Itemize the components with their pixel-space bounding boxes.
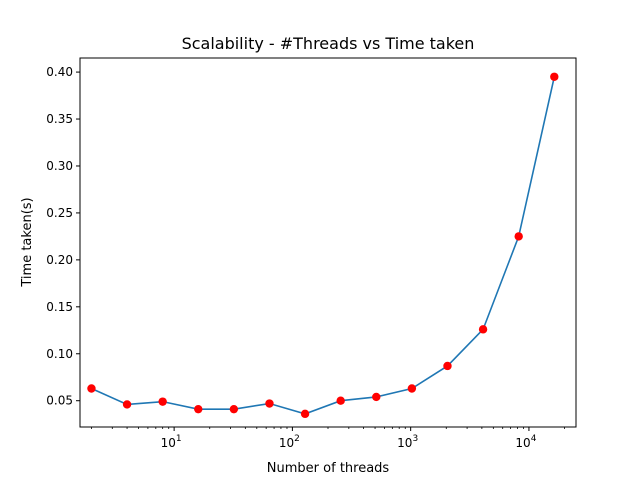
y-tick-label: 0.40 (46, 65, 73, 79)
y-tick-label: 0.30 (46, 159, 73, 173)
x-tick-label: 103 (397, 434, 418, 450)
data-point (122, 400, 132, 409)
data-point (550, 72, 559, 81)
x-tick-exponent: 3 (412, 434, 418, 444)
data-point (478, 325, 488, 334)
data-point (300, 409, 310, 419)
data-point (514, 232, 523, 241)
x-tick-exponent: 4 (531, 434, 537, 444)
y-tick-label: 0.35 (46, 112, 73, 126)
x-tick-exponent: 1 (176, 434, 182, 444)
y-axis-ticks: 0.05 0.10 0.15 0.20 0.25 0.30 0.35 0.40 (46, 65, 80, 408)
y-tick-label: 0.05 (46, 394, 73, 408)
series-line (91, 76, 556, 415)
x-tick-label: 101 (161, 434, 182, 450)
data-point (407, 384, 417, 393)
x-tick-base: 10 (515, 436, 530, 450)
x-tick-base: 10 (279, 436, 294, 450)
y-tick-label: 0.10 (46, 347, 73, 361)
data-point (87, 384, 96, 393)
y-tick-label: 0.20 (46, 253, 73, 267)
x-tick-label: 104 (515, 434, 536, 450)
x-axis-ticks: 101 102 103 104 (91, 427, 565, 450)
x-tick-label: 102 (279, 434, 300, 450)
plot-area (87, 72, 559, 419)
data-point (443, 361, 452, 371)
data-point (265, 399, 274, 408)
x-tick-base: 10 (161, 436, 176, 450)
data-point (372, 392, 381, 402)
x-axis-label: Number of threads (267, 461, 390, 476)
x-tick-base: 10 (397, 436, 412, 450)
y-tick-label: 0.25 (46, 206, 73, 220)
data-point (194, 404, 203, 414)
x-tick-exponent: 2 (294, 434, 300, 444)
data-point (229, 404, 239, 414)
plot-frame (79, 57, 577, 428)
y-tick-label: 0.15 (46, 300, 73, 314)
data-point (336, 396, 345, 405)
data-point (158, 397, 167, 406)
chart-title: Scalability - #Threads vs Time taken (182, 34, 475, 53)
y-axis-label: Time taken(s) (20, 197, 35, 287)
